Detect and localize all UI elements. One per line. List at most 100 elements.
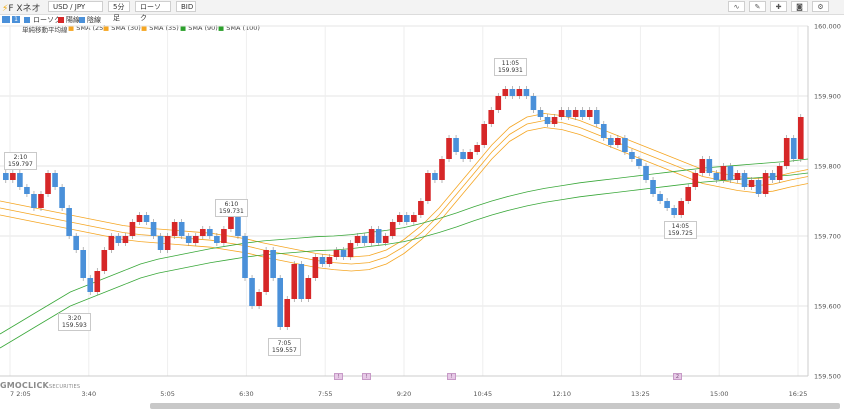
price-callout: 6:10 159.731 (215, 199, 248, 217)
x-tick-label: 6:30 (239, 390, 254, 398)
candle (734, 173, 741, 180)
event-marker-icon[interactable]: ! (362, 373, 371, 380)
candle (305, 278, 312, 299)
time-scrollbar[interactable] (150, 403, 840, 409)
chart-mode-candle[interactable]: ローソク (33, 16, 61, 24)
candle (326, 257, 333, 264)
callout-price: 159.731 (219, 208, 244, 215)
candle (502, 89, 509, 96)
crosshair-icon[interactable]: ✚ (770, 1, 787, 12)
candle (727, 166, 734, 180)
candle (59, 187, 65, 208)
callout-price: 159.797 (8, 161, 33, 168)
candle (418, 201, 424, 215)
legend-label: SMA (90) (188, 24, 218, 32)
callout-price: 159.557 (272, 347, 297, 354)
candle (17, 173, 23, 187)
candle (467, 152, 473, 159)
draw-tool-icon[interactable]: ✎ (749, 1, 766, 12)
candle (460, 152, 466, 159)
legend-item-sma100: ■ SMA (100) (218, 24, 260, 32)
candle (439, 159, 445, 180)
candle (643, 166, 649, 180)
currency-pair-select[interactable]: USD / JPY (48, 1, 103, 12)
legend-label: SMA (35) (149, 24, 179, 32)
candle (284, 299, 291, 327)
interval-select[interactable]: 5分足 (108, 1, 130, 22)
candle (382, 236, 389, 243)
x-tick-label: 9:20 (397, 390, 412, 398)
candle (551, 117, 558, 124)
legend-label: SMA (100) (226, 24, 260, 32)
y-axis: 160.000 159.900 159.800 159.700 159.600 159.5… (814, 23, 841, 381)
chart-mode-up[interactable]: 陽線 (66, 16, 80, 24)
candle (608, 138, 614, 145)
candle (207, 229, 213, 236)
candle (396, 215, 403, 222)
line-tool-icon[interactable]: ∿ (728, 1, 745, 12)
candle (664, 201, 670, 208)
candle (171, 222, 178, 236)
settings-icon[interactable]: ⚙ (812, 1, 829, 12)
candle (214, 236, 220, 243)
mode-badge[interactable] (2, 16, 10, 23)
candle (101, 250, 108, 271)
candle (157, 236, 164, 250)
candle (80, 250, 87, 278)
event-marker-icon[interactable]: ! (334, 373, 343, 380)
app-brand-label: F Xネオ (8, 4, 41, 14)
candle (249, 278, 255, 306)
candle (361, 236, 368, 243)
candle (404, 215, 410, 222)
candle (495, 96, 502, 110)
candle (769, 173, 776, 180)
callout-time: 2:10 (13, 154, 28, 161)
candle (720, 166, 727, 180)
up-candle-icon (58, 17, 64, 23)
event-marker-icon[interactable]: ! (447, 373, 456, 380)
candle (333, 250, 340, 257)
candle (10, 173, 16, 180)
callout-time: 11:05 (501, 60, 520, 67)
price-callout: 2:10 159.797 (4, 152, 37, 170)
candle (129, 222, 136, 236)
chart-mode-down[interactable]: 陰線 (87, 16, 101, 24)
x-tick-label: 7 2:05 (10, 390, 31, 398)
candle (657, 194, 663, 201)
candle (52, 173, 58, 187)
candle (748, 180, 755, 187)
candle (368, 229, 375, 243)
candle (776, 166, 783, 180)
sma-100-line (0, 172, 809, 349)
candle (242, 236, 248, 278)
candle (291, 264, 298, 299)
candle (622, 138, 628, 152)
candle (375, 229, 382, 243)
candle (228, 215, 234, 229)
x-tick-label: 12:10 (552, 390, 571, 398)
candlesticks (3, 86, 804, 330)
candle (277, 278, 283, 327)
x-tick-label: 10:45 (473, 390, 492, 398)
price-type-select[interactable]: BID (176, 1, 196, 12)
legend-swatch-icon: ■ (218, 24, 225, 32)
camera-icon[interactable]: ◙ (791, 1, 808, 12)
candle (797, 117, 804, 159)
x-tick-label: 16:25 (789, 390, 808, 398)
x-axis: 7 2:05 3:40 5:05 6:30 7:55 9:20 10:45 12:10 13:2… (10, 390, 807, 398)
event-marker-icon[interactable]: 2 (673, 373, 682, 380)
legend-label: SMA (30) (111, 24, 141, 32)
brand-logo-icon: ⚡ (2, 4, 9, 14)
candle (629, 152, 635, 159)
chart-type-select[interactable]: ローソク (135, 1, 171, 22)
candle (45, 173, 51, 194)
candle (94, 271, 101, 292)
candle (783, 138, 790, 166)
candle (762, 173, 769, 194)
candle (432, 173, 438, 180)
candle (31, 194, 37, 208)
candle (488, 110, 495, 124)
candle (235, 215, 241, 236)
candle (755, 180, 762, 194)
